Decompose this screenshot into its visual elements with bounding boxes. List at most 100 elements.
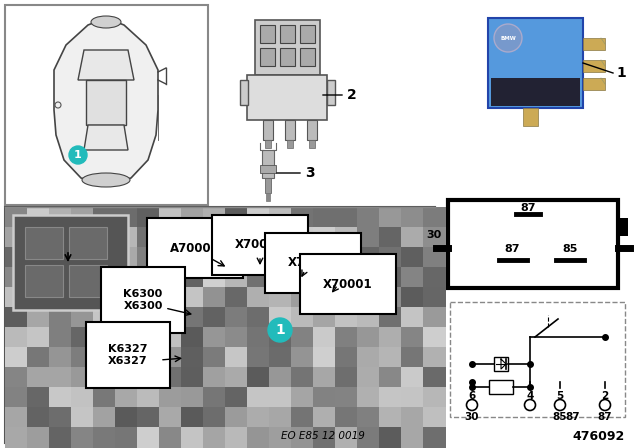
- Bar: [335, 427, 358, 448]
- Bar: [49, 347, 72, 368]
- Text: 2: 2: [347, 88, 356, 102]
- Bar: [423, 287, 446, 308]
- Text: 476092: 476092: [573, 430, 625, 443]
- Bar: [181, 347, 204, 368]
- PathPatch shape: [54, 18, 158, 185]
- Bar: [309, 140, 315, 148]
- Bar: [357, 367, 380, 388]
- Bar: [203, 327, 226, 348]
- FancyBboxPatch shape: [488, 18, 583, 108]
- Bar: [181, 327, 204, 348]
- Bar: [115, 327, 138, 348]
- Bar: [159, 407, 182, 428]
- Bar: [5, 347, 28, 368]
- Bar: [137, 227, 160, 248]
- Bar: [27, 227, 50, 248]
- Text: 87: 87: [520, 203, 536, 213]
- Bar: [287, 140, 293, 148]
- Bar: [137, 427, 160, 448]
- Bar: [27, 307, 50, 328]
- Bar: [69, 227, 107, 259]
- Bar: [300, 48, 315, 66]
- Bar: [49, 307, 72, 328]
- Text: K6300
X6300: K6300 X6300: [124, 289, 163, 311]
- Bar: [181, 247, 204, 268]
- Text: X70001: X70001: [323, 277, 373, 290]
- Bar: [313, 327, 336, 348]
- Bar: [93, 327, 116, 348]
- Bar: [280, 25, 295, 43]
- Text: 85: 85: [553, 412, 567, 422]
- Bar: [423, 307, 446, 328]
- Bar: [49, 387, 72, 408]
- Bar: [181, 427, 204, 448]
- Bar: [335, 247, 358, 268]
- Bar: [203, 247, 226, 268]
- Bar: [583, 78, 605, 90]
- Bar: [291, 387, 314, 408]
- Bar: [93, 247, 116, 268]
- Bar: [159, 267, 182, 288]
- Bar: [423, 427, 446, 448]
- Text: 4: 4: [526, 391, 534, 401]
- Bar: [280, 48, 295, 66]
- Bar: [203, 267, 226, 288]
- Bar: [335, 307, 358, 328]
- Bar: [71, 287, 94, 308]
- Bar: [269, 227, 292, 248]
- Bar: [5, 227, 28, 248]
- Bar: [401, 267, 424, 288]
- Bar: [27, 327, 50, 348]
- Bar: [5, 307, 28, 328]
- Bar: [401, 347, 424, 368]
- Bar: [159, 387, 182, 408]
- Text: 30: 30: [426, 230, 442, 240]
- Bar: [379, 307, 402, 328]
- Bar: [247, 207, 270, 228]
- Bar: [313, 287, 336, 308]
- Bar: [266, 193, 270, 201]
- Bar: [263, 120, 273, 140]
- Bar: [93, 367, 116, 388]
- Bar: [335, 387, 358, 408]
- Bar: [203, 287, 226, 308]
- Bar: [137, 267, 160, 288]
- Bar: [159, 327, 182, 348]
- Bar: [583, 60, 605, 72]
- Bar: [71, 367, 94, 388]
- Bar: [247, 75, 327, 120]
- Text: 1: 1: [74, 150, 82, 160]
- Bar: [269, 207, 292, 228]
- Bar: [25, 265, 63, 297]
- Ellipse shape: [82, 173, 130, 187]
- Bar: [49, 207, 72, 228]
- Bar: [401, 307, 424, 328]
- Bar: [71, 207, 94, 228]
- Text: 5: 5: [556, 391, 564, 401]
- Bar: [357, 407, 380, 428]
- Circle shape: [554, 400, 566, 410]
- Bar: [401, 227, 424, 248]
- Bar: [269, 347, 292, 368]
- Bar: [445, 8, 630, 198]
- Bar: [49, 287, 72, 308]
- Text: K6327
X6327: K6327 X6327: [108, 344, 148, 366]
- Bar: [247, 327, 270, 348]
- Bar: [618, 218, 628, 236]
- Bar: [247, 227, 270, 248]
- Bar: [137, 347, 160, 368]
- Bar: [401, 207, 424, 228]
- Bar: [93, 387, 116, 408]
- Bar: [93, 267, 116, 288]
- Bar: [379, 267, 402, 288]
- Bar: [115, 247, 138, 268]
- Bar: [335, 287, 358, 308]
- Bar: [423, 327, 446, 348]
- Bar: [401, 407, 424, 428]
- Bar: [5, 247, 28, 268]
- Bar: [357, 307, 380, 328]
- Bar: [5, 327, 28, 348]
- Bar: [291, 247, 314, 268]
- Bar: [115, 407, 138, 428]
- Bar: [27, 287, 50, 308]
